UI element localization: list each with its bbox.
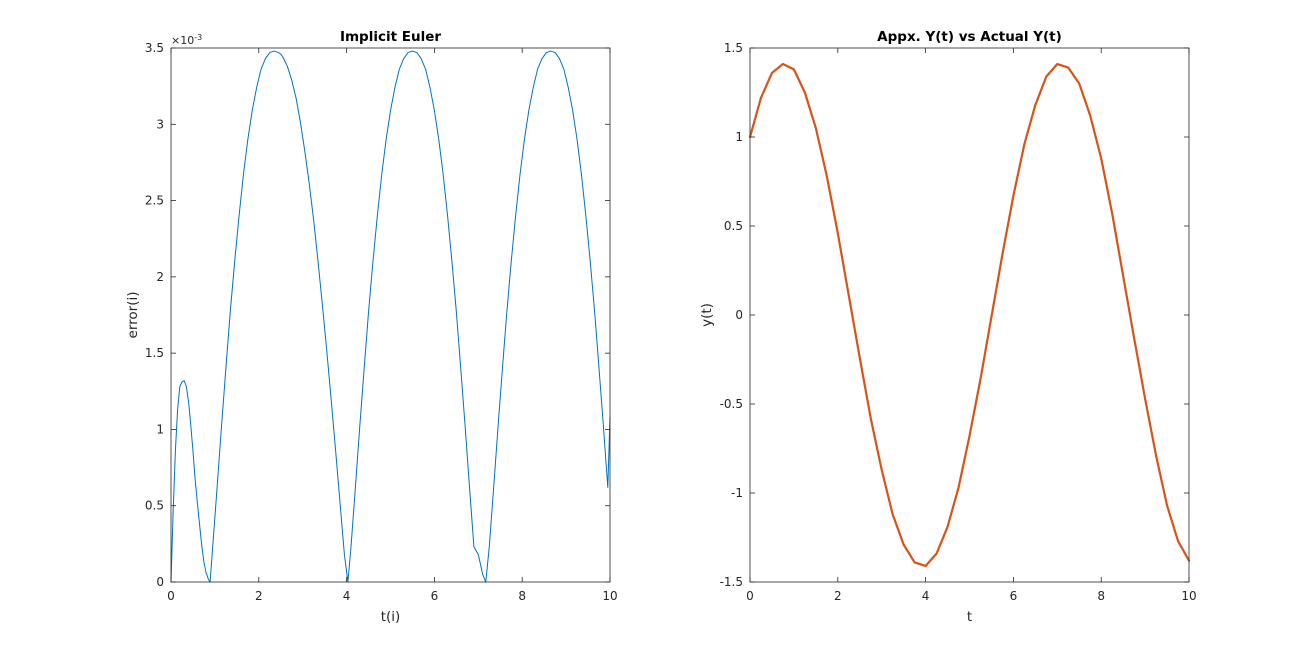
x-tick-label: 4 [343, 589, 351, 603]
y-tick-label: 0.5 [145, 499, 164, 513]
x-tick-label: 0 [746, 589, 754, 603]
series-line-0 [170, 50, 611, 583]
axes-box [749, 47, 1190, 583]
x-axis-label: t [967, 609, 972, 625]
y-exponent-power: -3 [194, 33, 202, 42]
x-tick-label: 8 [1097, 589, 1105, 603]
tick-group: 0 2 4 6 8 10 0 0.5 1 1.5 2 2.5 3 3.5 [145, 41, 618, 603]
y-exponent-label: ×10-3 [171, 33, 202, 47]
y-tick-label: 1.5 [724, 41, 743, 55]
y-axis-label: error(i) [125, 292, 141, 339]
y-axis-label: y(t) [699, 303, 715, 327]
x-tick-label: 2 [834, 589, 842, 603]
series-group [170, 50, 611, 583]
y-tick-label: 3 [156, 117, 164, 131]
series-group [748, 62, 1191, 568]
y-tick-label: 0 [156, 575, 164, 589]
chart-title: Implicit Euler [340, 29, 441, 45]
y-exponent-base: ×10 [171, 34, 194, 47]
x-axis-label: t(i) [381, 609, 401, 625]
subplot-implicit-euler: 0 2 4 6 8 10 0 0.5 1 1.5 2 2.5 3 3.5 Implicit Euler t… [125, 29, 618, 625]
x-tick-label: 6 [1010, 589, 1018, 603]
x-tick-label: 6 [431, 589, 439, 603]
series-line-1 [748, 62, 1191, 568]
x-tick-label: 4 [922, 589, 930, 603]
y-tick-label: 1 [735, 130, 743, 144]
x-tick-label: 8 [518, 589, 526, 603]
y-tick-label: 0 [735, 308, 743, 322]
y-tick-label: 1.5 [145, 346, 164, 360]
axes-box [170, 47, 611, 583]
chart-title: Appx. Y(t) vs Actual Y(t) [877, 29, 1062, 45]
y-tick-label: 2 [156, 270, 164, 284]
x-tick-label: 2 [255, 589, 263, 603]
y-tick-label: 0.5 [724, 219, 743, 233]
y-tick-label: -1.5 [720, 575, 743, 589]
x-tick-label: 10 [1181, 589, 1196, 603]
y-tick-label: 1 [156, 422, 164, 436]
tick-group: 0 2 4 6 8 10 -1.5 -1 -0.5 0 0.5 1 1.5 [720, 41, 1197, 603]
y-tick-label: -0.5 [720, 397, 743, 411]
x-tick-label: 10 [602, 589, 617, 603]
plot-area [750, 48, 1189, 582]
subplot-approx-vs-actual: 0 2 4 6 8 10 -1.5 -1 -0.5 0 0.5 1 1.5 Appx. Y(t) vs … [699, 29, 1197, 625]
x-tick-label: 0 [167, 589, 175, 603]
y-tick-label: -1 [731, 486, 743, 500]
y-tick-label: 3.5 [145, 41, 164, 55]
plot-area [171, 48, 610, 582]
y-tick-label: 2.5 [145, 194, 164, 208]
